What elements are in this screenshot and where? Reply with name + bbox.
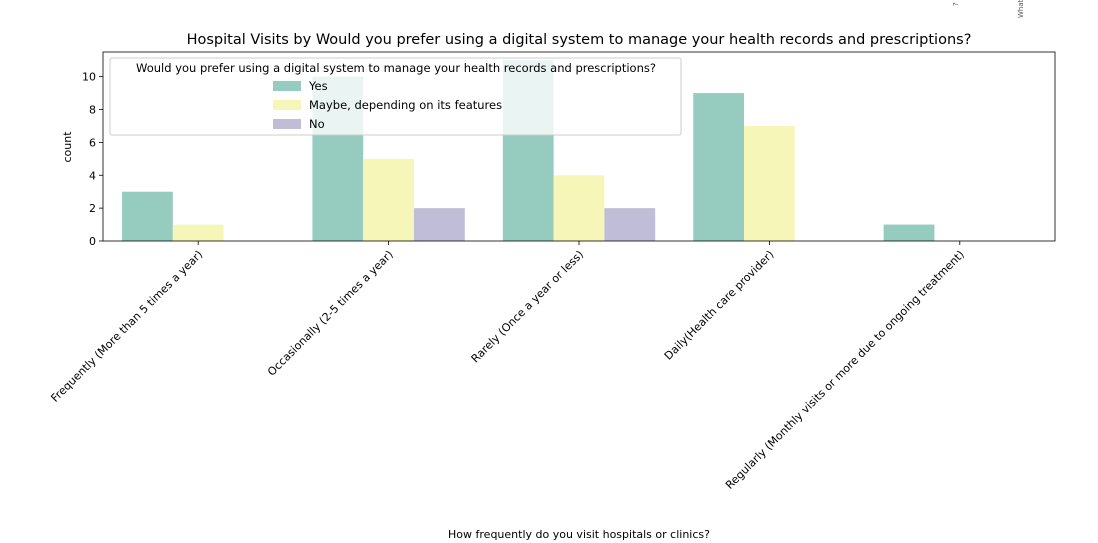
x-tick-label-3: Rarely (Once a year or less) (469, 248, 586, 365)
x-tick-label-5: Regularly (Monthly visits or more due to… (723, 248, 967, 492)
y-tick-label-3: 6 (89, 136, 96, 149)
bar-3-3 (604, 208, 656, 241)
y-axis-ticks: 0 2 4 6 8 10 (82, 71, 103, 248)
legend-title: Would you prefer using a digital system … (136, 61, 656, 75)
x-tick-label-1: Frequently (More than 5 times a year) (48, 248, 205, 405)
bar-1-4 (693, 93, 745, 241)
bar-2-3 (553, 175, 605, 241)
bar-2-2 (363, 158, 414, 241)
x-tick-label-4: Daily(Health care provider) (662, 248, 777, 363)
cropped-corner-text: What ? (952, 0, 1025, 18)
bar-2-4 (744, 125, 795, 241)
x-axis-label: How frequently do you visit hospitals or… (448, 528, 710, 541)
bar-1-5 (883, 224, 935, 241)
legend: Would you prefer using a digital system … (109, 57, 682, 136)
y-axis-label: count (61, 131, 74, 163)
y-tick-label-2: 4 (89, 169, 96, 182)
x-axis-ticks: Frequently (More than 5 times a year) Occ… (48, 241, 967, 492)
y-tick-label-5: 10 (82, 71, 96, 84)
cropped-text-2: ? (952, 2, 960, 6)
y-tick-label-4: 8 (89, 104, 96, 117)
plot-frame (102, 51, 1056, 242)
chart-title: Hospital Visits by Would you prefer usin… (187, 32, 972, 48)
y-tick-label-1: 2 (89, 202, 96, 215)
legend-swatch-2 (273, 100, 301, 110)
bar-3-2 (413, 208, 465, 241)
bar-2-1 (172, 224, 224, 241)
legend-box (109, 57, 682, 136)
y-tick-label-0: 0 (89, 235, 96, 248)
legend-label-1: Yes (308, 79, 328, 93)
legend-label-3: No (309, 117, 325, 131)
legend-swatch-3 (273, 119, 301, 129)
bar-1-1 (122, 191, 173, 241)
x-tick-label-2: Occasionally (2-5 times a year) (265, 248, 396, 379)
legend-swatch-1 (273, 81, 301, 91)
legend-label-2: Maybe, depending on its features (309, 98, 502, 112)
cropped-text-1: What (1017, 0, 1025, 18)
